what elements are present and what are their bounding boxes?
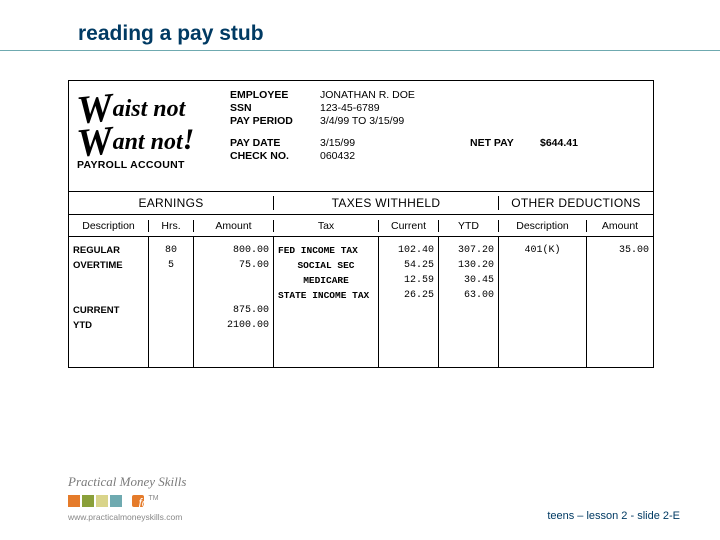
slide-title: reading a pay stub — [78, 22, 720, 46]
footer: Practical Money Skills for Life TM www.pr… — [68, 474, 680, 522]
title-bar: reading a pay stub — [0, 22, 720, 51]
paydate-label: PAY DATE — [230, 137, 320, 149]
paydate-value: 3/15/99 — [320, 137, 470, 149]
tax-name-col: FED INCOME TAX SOCIAL SEC MEDICARE STATE… — [274, 237, 379, 367]
section-headers: EARNINGS TAXES WITHHELD OTHER DEDUCTIONS — [69, 191, 653, 215]
col-amt1: Amount — [194, 220, 274, 232]
employee-info: EMPLOYEE JONATHAN R. DOE SSN 123-45-6789… — [224, 81, 653, 191]
brand-url: www.practicalmoneyskills.com — [68, 512, 186, 522]
payperiod-value: 3/4/99 TO 3/15/99 — [320, 115, 470, 127]
payperiod-label: PAY PERIOD — [230, 115, 320, 127]
column-headers: Description Hrs. Amount Tax Current YTD … — [69, 215, 653, 237]
brand-boxes: for Life TM — [68, 492, 186, 510]
ssn-label: SSN — [230, 102, 320, 114]
earnings-hrs-col: 80 5 — [149, 237, 194, 367]
col-hrs: Hrs. — [149, 220, 194, 232]
brand-line: Practical Money Skills — [68, 474, 186, 490]
earnings-header: EARNINGS — [69, 196, 274, 210]
earnings-desc-col: REGULAR OVERTIME CURRENT YTD — [69, 237, 149, 367]
col-desc1: Description — [69, 220, 149, 232]
col-ytd: YTD — [439, 220, 499, 232]
employee-value: JONATHAN R. DOE — [320, 89, 470, 101]
tax-ytd-col: 307.20 130.20 30.45 63.00 — [439, 237, 499, 367]
checkno-label: CHECK NO. — [230, 150, 320, 162]
ssn-value: 123-45-6789 — [320, 102, 470, 114]
other-desc-col: 401(K) — [499, 237, 587, 367]
brand-box-icon — [96, 495, 108, 507]
netpay-value: $644.41 — [540, 137, 630, 149]
col-tax: Tax — [274, 220, 379, 232]
col-current: Current — [379, 220, 439, 232]
other-header: OTHER DEDUCTIONS — [499, 196, 653, 210]
taxes-header: TAXES WITHHELD — [274, 196, 499, 210]
earnings-amt-col: 800.00 75.00 875.00 2100.00 — [194, 237, 274, 367]
paystub-header: Waist not Want not! PAYROLL ACCOUNT EMPL… — [69, 81, 653, 191]
checkno-value: 060432 — [320, 150, 470, 162]
trademark-icon: TM — [148, 495, 160, 507]
brand-box-icon — [110, 495, 122, 507]
employee-label: EMPLOYEE — [230, 89, 320, 101]
company-logo-cell: Waist not Want not! PAYROLL ACCOUNT — [69, 81, 224, 191]
paystub: Waist not Want not! PAYROLL ACCOUNT EMPL… — [68, 80, 654, 368]
waist-not-logo: Waist not Want not! — [77, 87, 218, 153]
col-amt2: Amount — [587, 220, 653, 232]
for-life-badge: for Life — [132, 495, 144, 507]
other-amt-col: 35.00 — [587, 237, 653, 367]
netpay-label: NET PAY — [470, 137, 540, 149]
practical-money-skills-logo: Practical Money Skills for Life TM www.pr… — [68, 474, 186, 522]
slide-reference: teens – lesson 2 - slide 2-E — [547, 510, 680, 522]
brand-box-icon — [82, 495, 94, 507]
tax-current-col: 102.40 54.25 12.59 26.25 — [379, 237, 439, 367]
brand-box-icon — [68, 495, 80, 507]
col-desc2: Description — [499, 220, 587, 232]
paystub-body: REGULAR OVERTIME CURRENT YTD 80 5 800.00… — [69, 237, 653, 367]
